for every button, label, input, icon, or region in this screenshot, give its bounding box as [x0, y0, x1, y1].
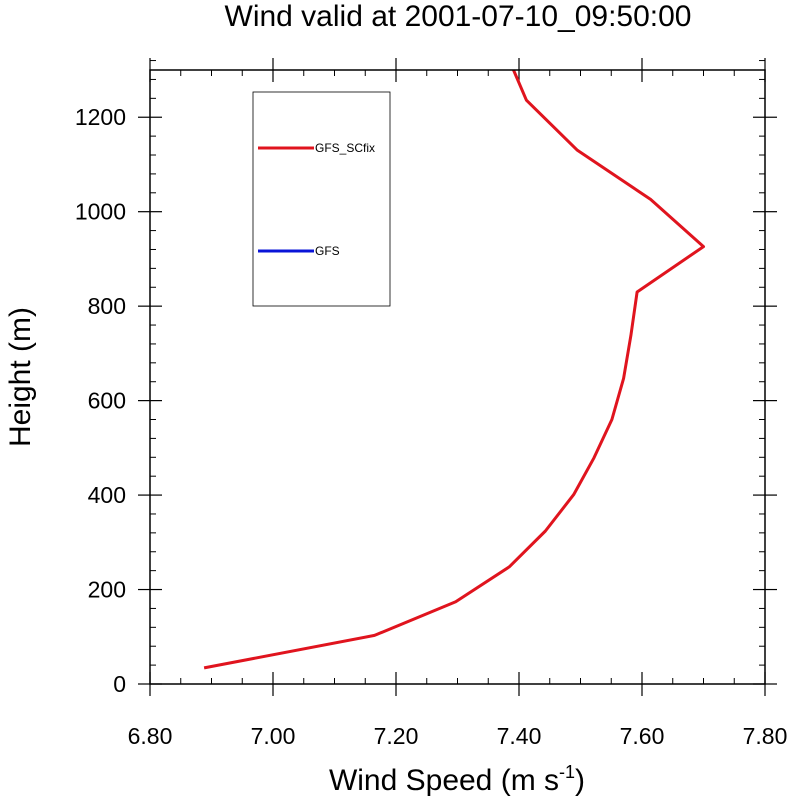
data-series: [203, 69, 705, 670]
y-tick-label: 800: [88, 293, 126, 319]
y-tick-label: 1200: [75, 104, 126, 130]
tick-labels: 6.80 7.00 7.20 7.40 7.60 7.80 0 200 400 600 800 100…: [75, 104, 788, 749]
x-axis-label: Wind Speed (m s-1): [329, 762, 585, 797]
x-tick-label: 7.60: [620, 723, 665, 749]
series-line-gfs-scfix: [203, 69, 705, 670]
legend: GFS_SCfix GFS: [252, 91, 391, 307]
x-tick-label: 7.20: [374, 723, 419, 749]
y-tick-label: 400: [88, 482, 126, 508]
plot-area-frame: [149, 69, 766, 685]
axis-ticks: [138, 58, 777, 696]
x-tick-label: 7.00: [251, 723, 296, 749]
y-tick-label: 200: [88, 577, 126, 603]
legend-box: [252, 91, 391, 307]
legend-label-gfs: GFS: [315, 244, 340, 258]
x-tick-label: 7.40: [497, 723, 542, 749]
y-tick-label: 1000: [75, 199, 126, 225]
legend-label-gfs-scfix: GFS_SCfix: [315, 141, 375, 155]
chart-title: Wind valid at 2001-07-10_09:50:00: [225, 0, 692, 33]
x-tick-label: 7.80: [743, 723, 788, 749]
y-tick-label: 600: [88, 388, 126, 414]
y-axis-label: Height (m): [4, 307, 37, 447]
x-tick-label: 6.80: [128, 723, 173, 749]
y-tick-label: 0: [113, 671, 126, 697]
